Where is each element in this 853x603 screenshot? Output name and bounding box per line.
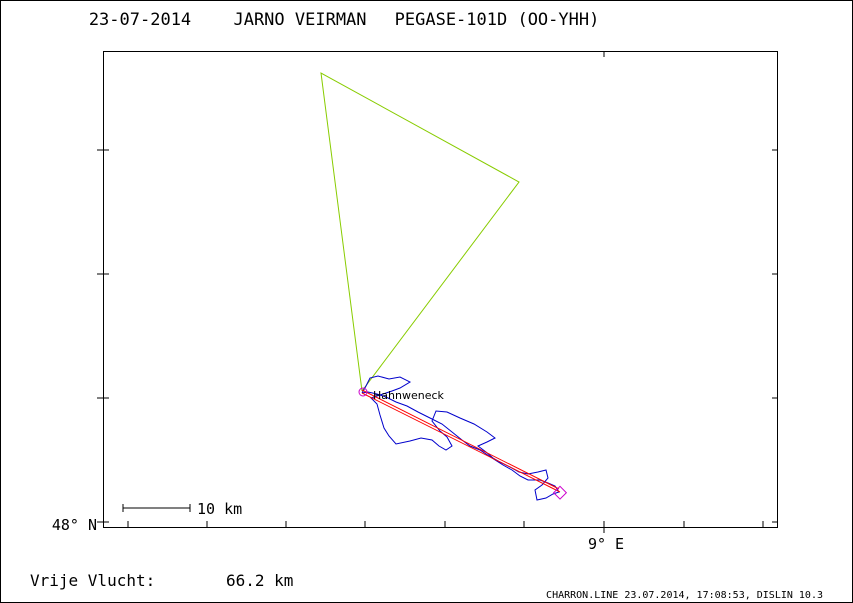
scale-bar bbox=[122, 504, 191, 512]
waypoint-label: Hahnweneck bbox=[373, 389, 445, 402]
longitude-label: 9° E bbox=[588, 535, 624, 553]
map-frame bbox=[103, 51, 778, 528]
axis-ticks bbox=[97, 51, 778, 533]
free-flight-line bbox=[361, 392, 561, 493]
free-flight-label: Vrije Vlucht: bbox=[30, 571, 155, 590]
scale-bar-label: 10 km bbox=[197, 500, 242, 518]
free-flight-distance: 66.2 km bbox=[226, 571, 293, 590]
start-marker bbox=[358, 387, 368, 397]
latitude-label: 48° N bbox=[52, 516, 97, 534]
task-triangle bbox=[320, 72, 520, 392]
footer-credit: CHARRON.LINE 23.07.2014, 17:08:53, DISLI… bbox=[546, 590, 823, 601]
finish-marker bbox=[552, 485, 568, 500]
title-date: 23-07-2014 JARNO VEIRMAN PEGASE-101D (OO-Y… bbox=[89, 10, 600, 30]
free-flight-line-2 bbox=[361, 389, 560, 490]
